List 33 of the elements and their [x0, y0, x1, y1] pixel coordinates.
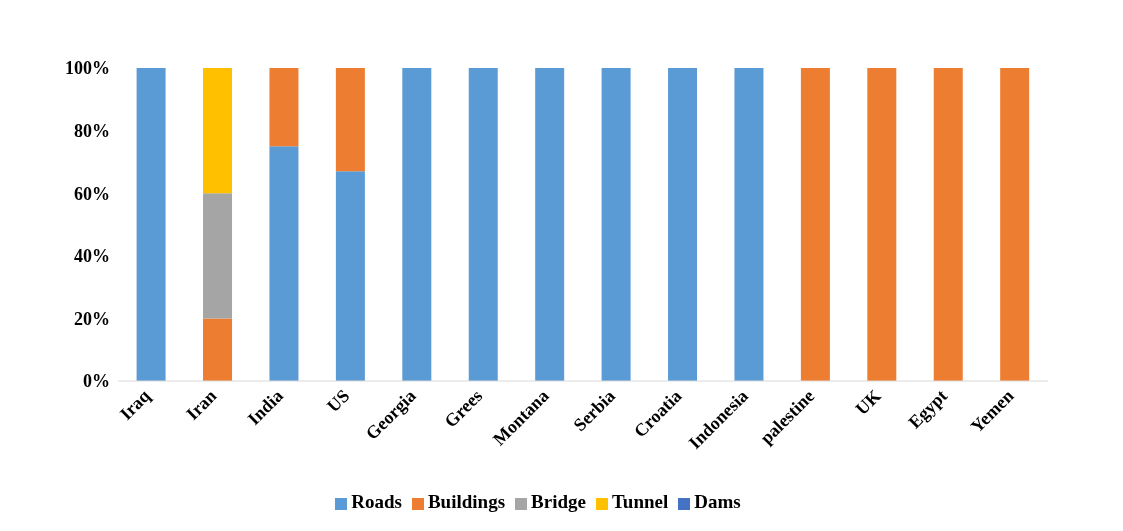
bar — [203, 193, 233, 319]
legend-label: Roads — [351, 491, 402, 512]
y-tick-label: 40% — [74, 246, 110, 267]
bar — [867, 68, 897, 381]
bar — [468, 68, 498, 381]
bar — [734, 68, 764, 381]
bar — [203, 68, 233, 194]
x-tick-label: UK — [851, 385, 885, 419]
bar — [136, 68, 166, 381]
bar — [601, 68, 631, 381]
x-tick-label: US — [322, 385, 354, 417]
y-tick-label: 0% — [83, 371, 110, 392]
bar — [269, 68, 299, 147]
legend-label: Dams — [694, 491, 741, 512]
y-tick-label: 60% — [74, 183, 110, 204]
x-tick-label: Iran — [182, 385, 221, 424]
bar — [203, 318, 233, 381]
y-tick-label: 100% — [65, 58, 110, 79]
bar — [800, 68, 830, 381]
x-tick-label: Iraq — [115, 385, 155, 424]
bar — [1000, 68, 1030, 381]
y-tick-label: 80% — [74, 120, 110, 141]
bar — [269, 146, 299, 381]
legend-label: Tunnel — [611, 491, 669, 512]
legend-label: Buildings — [427, 491, 506, 512]
bar — [668, 68, 698, 381]
bar — [335, 68, 365, 172]
bar — [402, 68, 432, 381]
bar — [335, 171, 365, 381]
bar — [933, 68, 963, 381]
y-tick-label: 20% — [74, 308, 110, 329]
legend-label: Bridge — [531, 491, 586, 512]
bar — [535, 68, 565, 381]
